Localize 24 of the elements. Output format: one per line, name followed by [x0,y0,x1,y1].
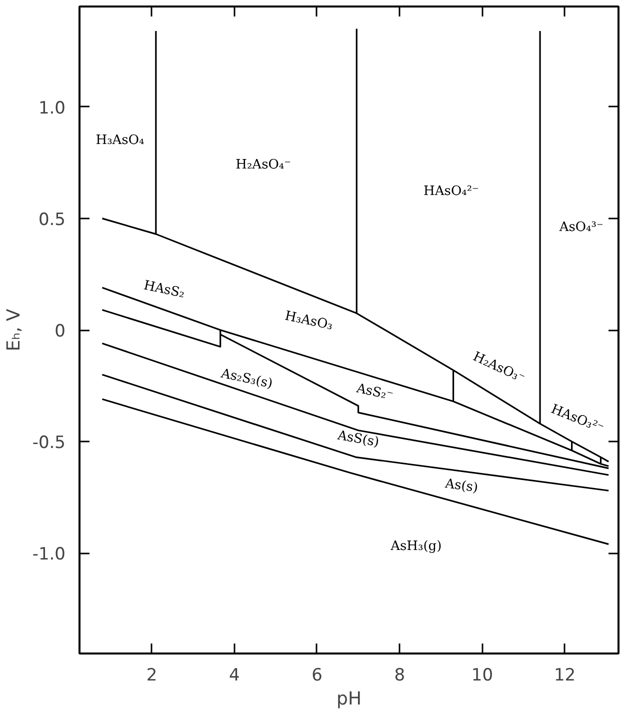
x-tick-label: 10 [471,666,494,686]
x-tick-label: 12 [554,666,576,686]
annotation: H₃AsO₄ [96,132,144,148]
y-tick-label: -0.5 [32,433,66,454]
y-tick-label: 0.5 [38,210,66,230]
y-tick-label: 0 [54,322,66,342]
annotation: HAsO₄²⁻ [424,184,479,200]
y-tick-label: -1.0 [32,544,66,565]
annotation: AsS(s) [335,428,380,450]
x-axis-title: pH [336,688,362,710]
x-tick-label: 8 [394,666,406,686]
annotation: AsS₂⁻ [354,381,394,404]
annotation: As₂S₃(s) [218,366,274,392]
y-tick-label: 1.0 [38,98,66,118]
annotation: H₃AsO₃ [283,308,334,334]
x-tick-label: 6 [312,666,322,686]
x-tick-label: 4 [228,666,240,686]
annotation: As(s) [443,476,479,496]
annotation: AsO₄³⁻ [558,220,604,235]
annotation: AsH₃(g) [390,538,442,554]
x-tick-label: 2 [146,666,158,686]
annotation: HAsS₂ [142,278,186,302]
y-axis-title: Eₕ, V [3,308,24,352]
annotation: H₂AsO₄⁻ [236,157,291,172]
